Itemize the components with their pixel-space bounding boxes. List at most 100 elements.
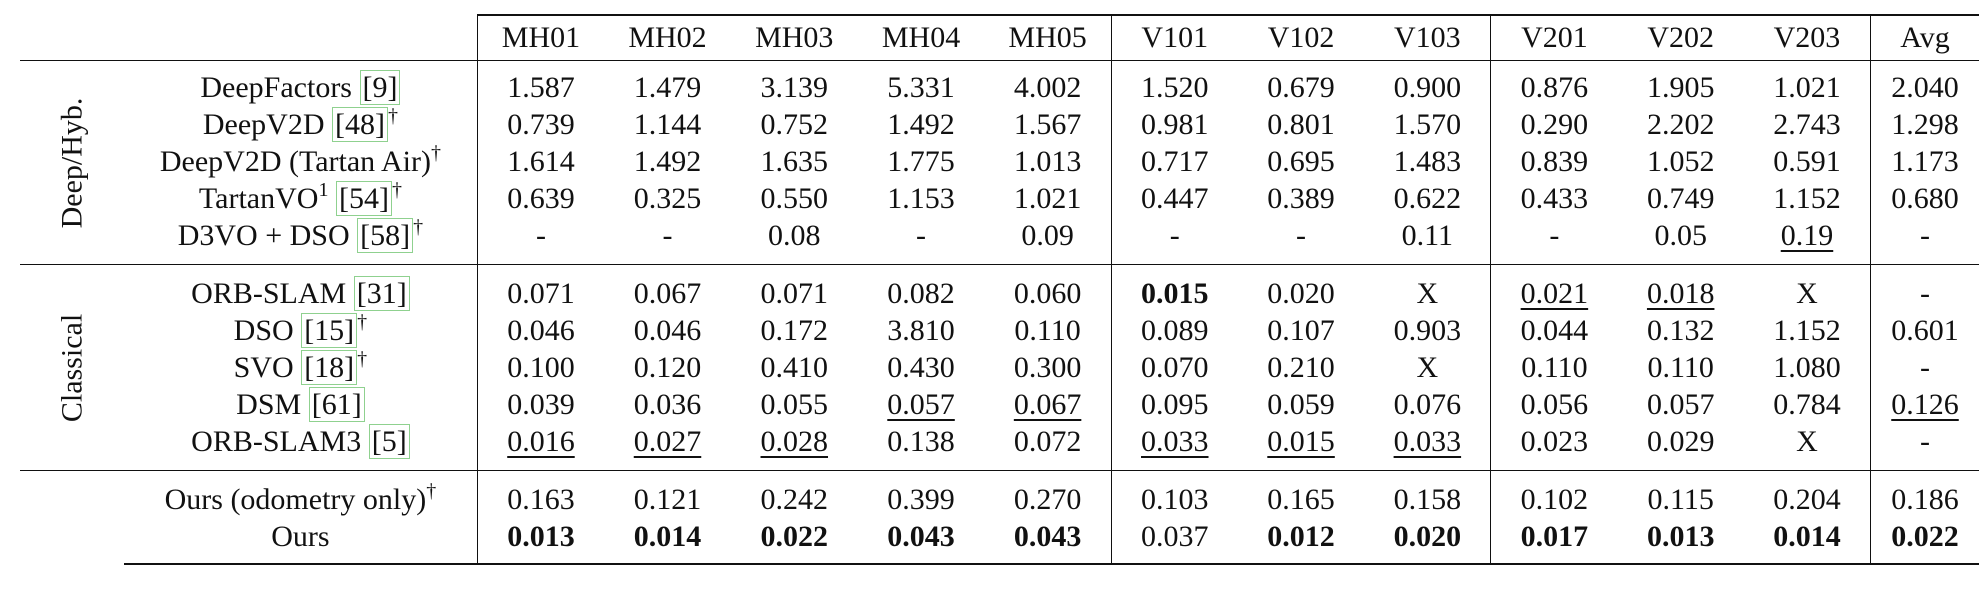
value-cell-mh04: 1.775 [858,143,985,180]
value-cell-v102: 0.801 [1238,106,1365,143]
value: 0.012 [1267,520,1335,553]
value: 0.399 [887,483,955,516]
table-row: DeepV2D [48] † 0.739 1.144 0.752 1.492 1.567 0.… [20,106,1979,143]
method-name-cell: ORB-SLAM [31] [124,264,478,312]
value-cell-v102: 0.059 [1238,386,1365,423]
value: 1.021 [1013,182,1082,215]
citation-link[interactable]: [58] [357,218,414,253]
value-cell-mh04: 3.810 [858,312,985,349]
value: 0.046 [633,314,702,347]
citation-link[interactable]: [9] [359,70,401,105]
header-method-blank [124,15,478,61]
value-cell-v201: 0.433 [1490,180,1618,217]
value: 0.389 [1267,182,1335,215]
value: 0.680 [1891,182,1959,215]
value-cell-v201: 0.056 [1490,386,1618,423]
value: 0.290 [1520,108,1589,141]
value: 0.022 [760,520,829,553]
citation-link[interactable]: [48] [332,107,388,142]
value-cell-mh02: 0.027 [604,423,731,471]
value-cell-mh01: 0.071 [476,264,605,312]
method-name-cell: DeepV2D [48] † [124,106,477,143]
value: 0.107 [1267,314,1335,347]
value-cell-v101: 0.095 [1110,386,1238,423]
value-cell-mh03: 3.139 [731,61,858,107]
column-header-mh03: MH03 [730,14,858,61]
value-cell-mh05: 0.067 [984,386,1111,423]
value: 0.071 [507,277,575,310]
value: 0.839 [1520,145,1589,178]
value: 0.903 [1393,314,1462,347]
value: 0.163 [507,483,575,516]
value: 0.057 [887,388,955,421]
value: 0.036 [633,388,702,421]
value-cell-v201: 0.023 [1490,423,1618,471]
value-cell-v103: 0.158 [1364,470,1491,518]
value-cell-v102: 0.389 [1238,180,1365,217]
value-cell-v202: 0.132 [1617,312,1744,349]
citation-link[interactable]: [18] [301,350,358,385]
value: 1.775 [887,145,955,178]
value: 0.089 [1141,314,1209,347]
table-row: DSO [15] † 0.046 0.046 0.172 3.810 0.110 0.089 0… [20,312,1979,349]
value: 0.19 [1780,219,1834,252]
value: X [1796,425,1818,458]
value: - [1920,351,1930,384]
column-header-v101: V101 [1110,14,1238,61]
value: 0.027 [633,425,702,458]
value-cell-mh05: 0.043 [984,518,1112,565]
value-cell-v203: 1.021 [1744,61,1871,107]
citation-link[interactable]: [54] [335,181,392,216]
value: 0.270 [1013,483,1082,516]
value: 1.021 [1773,71,1841,104]
value: - [1920,425,1930,458]
value: 0.110 [1014,314,1081,347]
value-cell-v201: 0.021 [1490,264,1618,312]
group-label-cell [20,470,125,564]
value-cell-v101: 0.717 [1110,143,1238,180]
value: 1.080 [1773,351,1841,384]
value: 0.059 [1267,388,1335,421]
value: 1.570 [1393,108,1462,141]
value: 0.622 [1393,182,1462,215]
value: 0.103 [1141,483,1209,516]
value: - [1169,219,1180,252]
value-cell-v201: 0.017 [1490,518,1618,565]
value: X [1416,351,1439,384]
header-row: MH01 MH02 MH03 MH04 MH05 V101 V102 V103 V201 V202… [20,14,1979,61]
value-cell-mh02: 0.046 [604,312,731,349]
value-cell-v102: 0.015 [1238,423,1365,471]
method-name: DeepFactors [200,71,352,104]
value-cell-v201: 0.839 [1490,143,1618,180]
value: 0.639 [507,182,575,215]
value-cell-avg: 0.126 [1870,386,1979,423]
value-cell-v103: 0.076 [1364,386,1491,423]
citation-link[interactable]: [5] [368,424,410,459]
value-cell-v103: 0.622 [1364,180,1491,217]
citation-link[interactable]: [31] [353,276,410,311]
value-cell-avg: 0.186 [1870,470,1979,518]
method-name-cell: SVO [18] † [124,349,477,386]
value-cell-mh03: 0.410 [731,349,858,386]
value-cell-v202: 0.057 [1617,386,1744,423]
citation-link[interactable]: [15] [301,313,358,348]
value-cell-v203: 0.591 [1744,143,1871,180]
value: 1.587 [507,71,575,104]
value-cell-v101: 0.089 [1110,312,1238,349]
column-header-v203: V203 [1743,14,1871,61]
value: 0.020 [1393,520,1462,553]
value: - [916,219,927,252]
value-cell-mh01: 0.039 [476,386,605,423]
value-cell-mh01: 0.639 [476,180,605,217]
value: 1.614 [507,145,575,178]
value-cell-mh01: 0.013 [476,518,605,565]
dagger-mark: † [387,105,398,127]
value: 0.165 [1267,483,1335,516]
value: 0.591 [1773,145,1841,178]
value-cell-v103: 0.020 [1364,518,1491,565]
citation-link[interactable]: [61] [308,387,365,422]
column-header-mh04: MH04 [857,14,985,61]
value-cell-v102: 0.210 [1238,349,1365,386]
value: 0.016 [507,425,575,458]
table-row: Deep/Hyb. DeepFactors [9] 1.587 1.479 3.139 5… [20,60,1979,228]
